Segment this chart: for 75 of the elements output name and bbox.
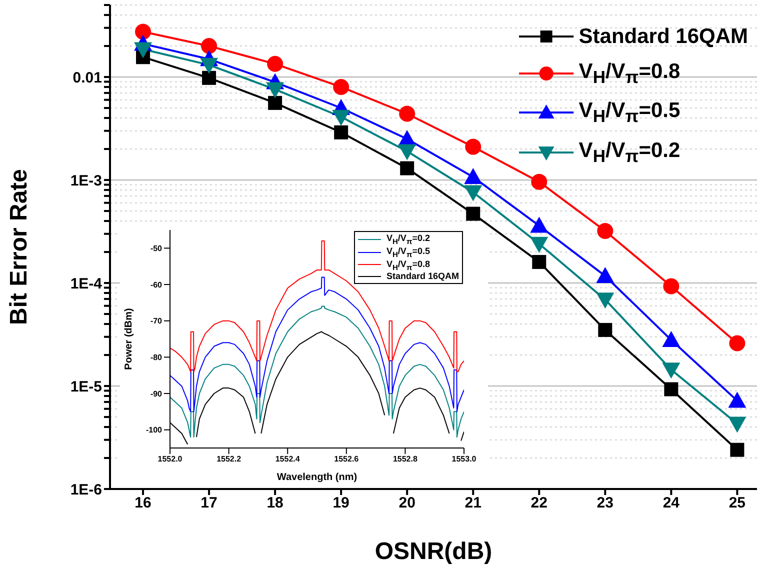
legend-label: V$_{H}$/V$_{π}$=0.5 (578, 98, 680, 128)
y-tick-label: 1E-6 (70, 481, 102, 498)
x-tick-label: 24 (662, 494, 680, 512)
x-tick-label: 1552.2 (216, 454, 242, 464)
point (200, 58, 218, 74)
legend-label: V$_{H}$/V$_{π}$=0.8 (578, 59, 680, 88)
x-tick-label: 1552.0 (158, 454, 183, 464)
point (596, 292, 614, 309)
x-tick-label: 21 (464, 494, 482, 512)
point (202, 70, 216, 85)
point (134, 42, 152, 58)
x-tick-label: 1552.4 (275, 454, 300, 464)
line-series (170, 306, 464, 438)
legend-label: V$_{H}$/V$_{π}$=0.8 (386, 258, 430, 272)
y-axis-title: Power (dBm) (124, 308, 135, 370)
point (530, 236, 548, 253)
point (662, 362, 680, 379)
y-tick-label: -80 (150, 353, 163, 362)
y-tick-label: 1E-3 (70, 172, 102, 190)
legend-label: Standard 16QAM (386, 271, 459, 282)
point (664, 382, 678, 396)
point (728, 392, 746, 408)
legend-label: V$_{H}$/V$_{π}$=0.5 (386, 246, 430, 259)
y-axis-title: Bit Error Rate (6, 168, 33, 326)
point (662, 330, 680, 347)
line-series (170, 240, 464, 372)
point (532, 254, 546, 269)
x-tick-label: 25 (728, 494, 746, 512)
x-tick-label: 23 (596, 494, 614, 512)
x-tick-label: 19 (332, 494, 350, 512)
point (400, 161, 414, 176)
x-tick-label: 16 (134, 494, 152, 512)
x-tick-label: 1552.6 (334, 454, 360, 464)
y-tick-label: -50 (150, 244, 163, 254)
point (267, 56, 284, 72)
point (334, 125, 348, 140)
legend-label: Standard 16QAM (578, 24, 748, 50)
point (598, 322, 612, 337)
point (399, 106, 416, 122)
y-tick-label: -100 (146, 426, 163, 435)
point (596, 266, 614, 283)
point (530, 216, 548, 233)
y-tick-label: 0.01 (72, 69, 102, 86)
point (398, 144, 416, 160)
x-axis-title: OSNR(dB) (374, 538, 492, 565)
y-tick-label: -70 (150, 316, 163, 326)
point (597, 222, 614, 239)
point (201, 38, 218, 54)
point (531, 174, 548, 190)
point (333, 78, 350, 95)
x-tick-label: 20 (398, 494, 416, 512)
x-tick-label: 22 (530, 494, 548, 512)
x-axis-title: Wavelength (nm) (276, 472, 358, 483)
point (332, 110, 350, 126)
point (730, 442, 744, 457)
point (268, 96, 282, 110)
y-tick-label: -60 (150, 280, 163, 290)
legend-label: V$_{H}$/V$_{π}$=0.2 (578, 138, 680, 167)
point (466, 206, 480, 221)
point (663, 278, 680, 294)
x-tick-label: 17 (200, 494, 218, 512)
point (266, 82, 284, 98)
x-tick-label: 1552.8 (392, 454, 418, 464)
y-tick-label: 1E-5 (70, 378, 102, 396)
point (464, 185, 482, 202)
point (464, 168, 482, 184)
y-tick-label: -90 (150, 389, 163, 398)
x-tick-label: 18 (266, 494, 284, 512)
legend-label: V$_{H}$/V$_{π}$=0.2 (386, 233, 430, 246)
point (728, 416, 746, 433)
point (135, 24, 152, 40)
point (729, 335, 746, 352)
y-tick-label: 1E-4 (70, 275, 103, 292)
x-tick-label: 1553.0 (452, 454, 477, 464)
point (465, 138, 482, 155)
